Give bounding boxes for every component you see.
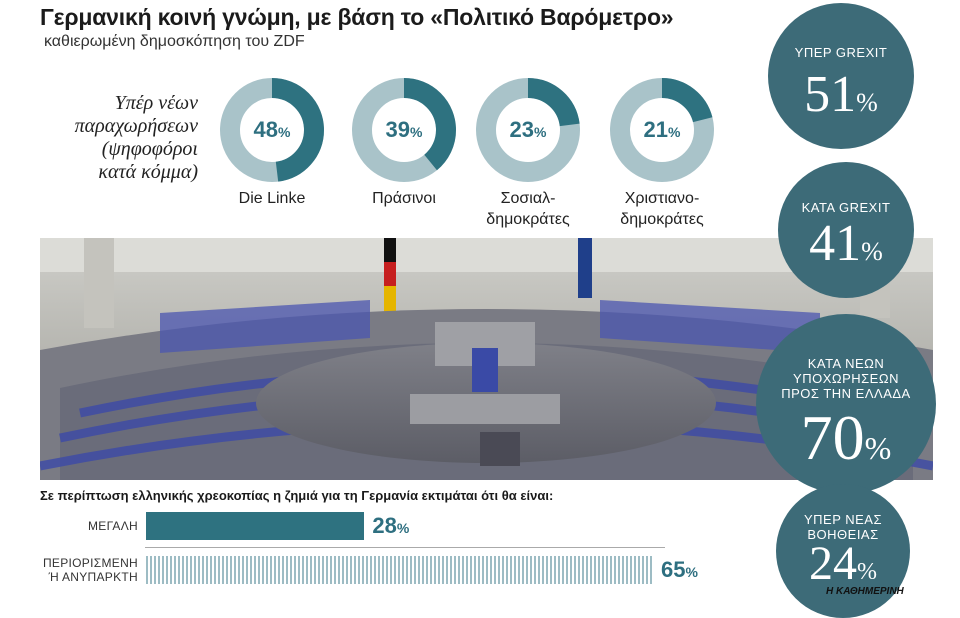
stat-circle-value: 24% [776, 540, 910, 588]
bar-axis-line [145, 547, 665, 548]
percent-sign: % [278, 124, 291, 140]
stat-circle-value: 51% [768, 69, 914, 121]
donut-chart: 23% [474, 76, 582, 184]
donut-chart: 39% [350, 76, 458, 184]
value-number: 65 [661, 557, 686, 582]
donut-value-label: 21% [608, 76, 716, 184]
page-subtitle: καθιερωμένη δημοσκόπηση του ZDF [44, 33, 305, 50]
donut-section-label-line: Υπέρ νέων [114, 92, 198, 114]
donut-slice [220, 78, 324, 182]
stat-circle-label-line: ΒΟΗΘΕΙΑΣ [807, 527, 879, 542]
donut-slice [352, 78, 456, 182]
bar-value-label: 28% [372, 513, 409, 539]
party-label-line: δημοκράτες [486, 211, 570, 228]
stat-circle-label-line: ΠΡΟΣ ΤΗΝ ΕΛΛΑΔΑ [781, 386, 911, 401]
party-label-line: Σοσιαλ- [500, 190, 556, 207]
value-number: 41 [809, 215, 862, 272]
stat-circle-label: ΚΑΤΑ GREXIT [778, 200, 914, 215]
value-number: 21 [643, 117, 669, 142]
value-number: 39 [385, 117, 411, 142]
party-label-line: Χριστιανο- [624, 190, 700, 207]
brand-logo: Η ΚΑΘΗΜΕΡΙΝΗ [826, 586, 904, 597]
donut-section-label: Υπέρ νέων παραχωρήσεων (ψηφοφόροι κατά κ… [40, 92, 198, 184]
percent-sign: % [856, 88, 878, 117]
value-number: 24 [809, 537, 857, 590]
donut-value-label: 39% [350, 76, 458, 184]
stat-circle-label: ΥΠΕΡ ΝΕΑΣ ΒΟΗΘΕΙΑΣ [776, 512, 910, 542]
stat-circle: ΚΑΤΑ ΝΕΩΝ ΥΠΟΧΩΡΗΣΕΩΝ ΠΡΟΣ ΤΗΝ ΕΛΛΑΔΑ 70% [756, 314, 936, 494]
donut-chart: 48% [218, 76, 326, 184]
party-label-line: δημοκράτες [620, 211, 704, 228]
donut-value-label: 23% [474, 76, 582, 184]
party-label: Πράσινοι [324, 188, 484, 209]
value-number: 23 [509, 117, 535, 142]
donut-section-label-line: (ψηφοφόροι [101, 138, 198, 160]
stat-circle: ΥΠΕΡ GREXIT 51% [768, 3, 914, 149]
stat-circle-value: 70% [756, 406, 936, 470]
stat-circle-label-line: ΚΑΤΑ ΝΕΩΝ [807, 356, 885, 371]
percent-sign: % [534, 124, 547, 140]
donut-slice [476, 78, 580, 182]
stat-circle-label-line: ΚΑΤΑ GREXIT [801, 200, 891, 215]
donut-slice [610, 78, 714, 182]
stat-circle-label-line: ΥΠΕΡ ΝΕΑΣ [803, 512, 883, 527]
donut-svg [220, 78, 324, 182]
stat-circle-label: ΥΠΕΡ GREXIT [768, 45, 914, 60]
stat-circle-label: ΚΑΤΑ ΝΕΩΝ ΥΠΟΧΩΡΗΣΕΩΝ ΠΡΟΣ ΤΗΝ ΕΛΛΑΔΑ [756, 356, 936, 401]
stat-circle-label-line: ΥΠΕΡ GREXIT [794, 45, 888, 60]
donut-chart: 21% [608, 76, 716, 184]
percent-sign: % [685, 564, 698, 580]
party-label-line: Πράσινοι [372, 190, 436, 207]
party-label-line: Die Linke [238, 190, 306, 207]
percent-sign: % [396, 520, 410, 536]
donut-svg [352, 78, 456, 182]
value-number: 51 [804, 66, 857, 123]
party-label: Σοσιαλ-δημοκράτες [448, 188, 608, 230]
value-number: 28 [372, 513, 397, 538]
bar-category-label-line: ΜΕΓΑΛΗ [88, 519, 138, 533]
bar-category-label: ΜΕΓΑΛΗ [40, 519, 138, 533]
percent-sign: % [861, 237, 883, 266]
bar-category-label-line: Ή ΑΝΥΠΑΡΚΤΗ [48, 570, 138, 584]
donut-svg [610, 78, 714, 182]
stat-circle: ΥΠΕΡ ΝΕΑΣ ΒΟΗΘΕΙΑΣ 24% [776, 484, 910, 618]
bar [146, 512, 365, 540]
donut-section-label-line: κατά κόμμα) [98, 161, 198, 183]
percent-sign: % [864, 430, 892, 466]
bar-category-label-line: ΠΕΡΙΟΡΙΣΜΕΝΗ [42, 556, 138, 570]
page-title: Γερμανική κοινή γνώμη, με βάση το «Πολιτ… [40, 4, 674, 30]
value-number: 48 [253, 117, 279, 142]
donut-value-label: 48% [218, 76, 326, 184]
donut-svg [476, 78, 580, 182]
percent-sign: % [410, 124, 423, 140]
bar [146, 556, 653, 584]
stat-circle-value: 41% [778, 218, 914, 270]
party-label: Χριστιανο-δημοκράτες [582, 188, 742, 230]
percent-sign: % [668, 124, 681, 140]
percent-sign: % [857, 559, 877, 585]
value-number: 70 [800, 402, 865, 473]
stat-circle: ΚΑΤΑ GREXIT 41% [778, 162, 914, 298]
donut-section-label-line: παραχωρήσεων [74, 115, 198, 137]
stat-circle-label-line: ΥΠΟΧΩΡΗΣΕΩΝ [793, 371, 899, 386]
bar-value-label: 65% [661, 557, 698, 583]
loss-question: Σε περίπτωση ελληνικής χρεοκοπίας η ζημι… [40, 488, 554, 503]
party-label: Die Linke [192, 188, 352, 209]
bar-category-label: ΠΕΡΙΟΡΙΣΜΕΝΗ Ή ΑΝΥΠΑΡΚΤΗ [40, 556, 138, 584]
